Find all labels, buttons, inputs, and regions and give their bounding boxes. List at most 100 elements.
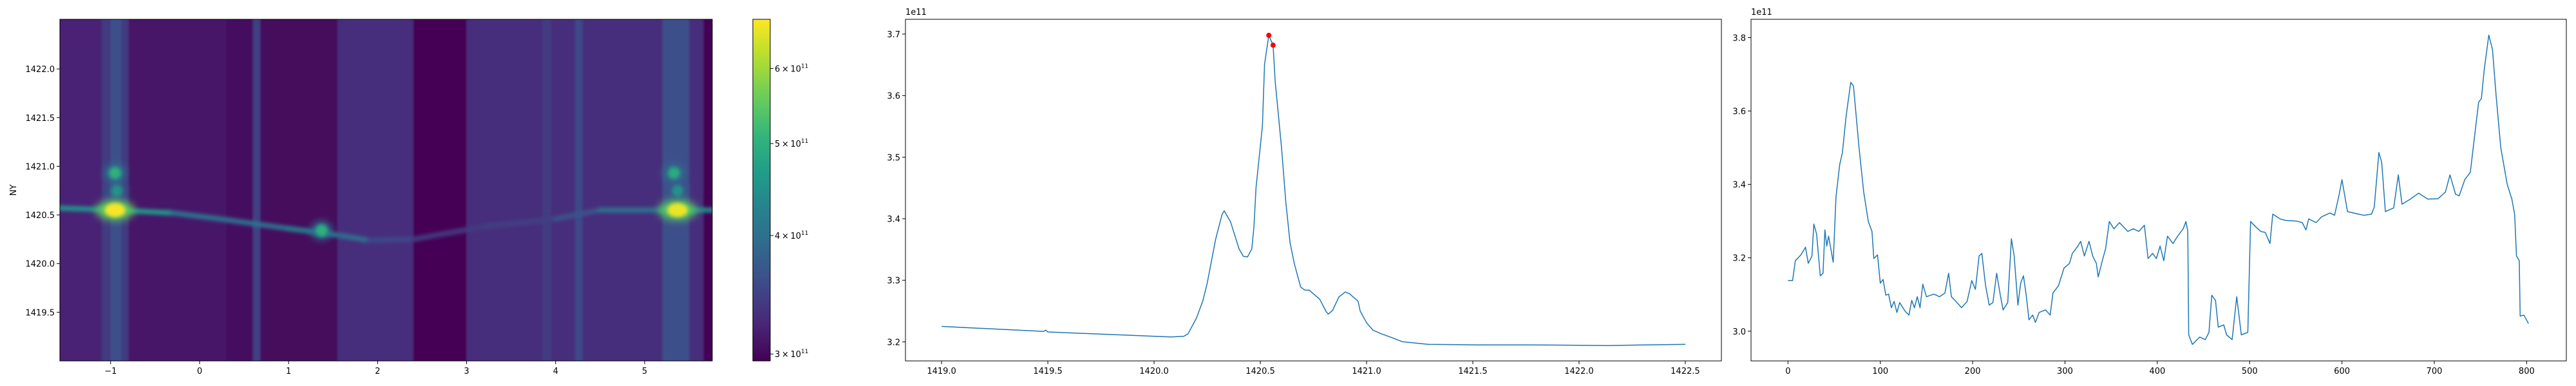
y-tick: 1420.0 (26, 260, 60, 270)
x-tick: 1422.0 (1564, 361, 1594, 376)
spectrum-plot-axes: 1419.0 1419.5 1420.0 1420.5 1421.0 1421.5 1422… (887, 8, 1722, 376)
x-tick-label: 1422.0 (1564, 367, 1594, 376)
x-tick: 0 (1785, 361, 1790, 376)
heatmap-peak (672, 185, 684, 197)
x-tick-label: 1420.5 (1245, 367, 1275, 376)
x-tick-label: 1419.5 (1033, 367, 1063, 376)
x-tick: 1421.0 (1352, 361, 1381, 376)
x-tick-label: 1422.5 (1671, 367, 1700, 376)
colorbar: 3 × 1011 4 × 1011 5 × 1011 6 × 1011 (752, 19, 808, 362)
y-tick-label: 3.4 (1732, 181, 1746, 190)
heatmap-frame (59, 19, 713, 362)
heatmap-peak (111, 185, 123, 197)
heatmap-ridge-segment (170, 210, 229, 223)
heatmap-axes: −1 0 1 2 3 4 5 1419.5 1420.0 1420.5 1421.0 1421.5 14… (9, 19, 713, 376)
heatmap-peak (668, 167, 680, 179)
x-tick-label: 0 (1785, 367, 1790, 376)
colorbar-tick: 5 × 1011 (770, 138, 808, 149)
colorbar-tick-label: 4 × 1011 (775, 230, 808, 241)
x-tick: 2 (375, 361, 381, 376)
heatmap-column-band (689, 19, 704, 361)
y-tick: 3.7 (887, 30, 905, 40)
y-tick: 3.2 (887, 338, 905, 347)
x-tick-label: 1420.0 (1139, 367, 1169, 376)
heatmap-peaks (95, 164, 697, 240)
x-tick: 800 (2519, 361, 2535, 376)
y-tick: 3.4 (887, 215, 905, 225)
heatmap-column-band (703, 19, 712, 361)
y-tick: 1421.5 (26, 114, 60, 124)
heatmap-ridge-segment (410, 224, 488, 242)
colorbar-tick-label: 5 × 1011 (775, 138, 808, 149)
x-tick-label: 700 (2427, 367, 2443, 376)
heatmap-column-band (252, 19, 260, 361)
heatmap-peak (316, 225, 328, 237)
colorbar-tick-label: 3 × 1011 (775, 349, 808, 360)
colorbar-tick: 6 × 1011 (770, 63, 808, 74)
x-tick-label: 1421.5 (1458, 367, 1488, 376)
heatmap-column-band (575, 19, 583, 361)
y-tick: 3.4 (1732, 181, 1751, 190)
heatmap-column-band (266, 19, 338, 361)
data-series-line (942, 35, 1685, 346)
x-tick: 3 (464, 361, 469, 376)
x-tick-label: −1 (104, 367, 117, 376)
heatmap-ridge-segment (553, 207, 603, 222)
x-tick-label: 800 (2519, 367, 2535, 376)
heatmap-ridge-segment (366, 236, 416, 243)
heatmap-column-band (128, 19, 227, 361)
heatmap-column-band (466, 19, 663, 361)
y-tick-label: 1422.0 (26, 65, 55, 75)
x-tick-label: 5 (642, 367, 647, 376)
y-tick-label: 3.6 (1732, 107, 1746, 117)
y-tick: 1419.5 (26, 308, 60, 318)
offset-label: 1e11 (1751, 8, 1772, 17)
offset-label: 1e11 (905, 8, 927, 17)
x-tick-label: 400 (2149, 367, 2165, 376)
x-tick-label: 100 (1872, 367, 1888, 376)
x-tick-label: 600 (2334, 367, 2350, 376)
x-tick: 1419.0 (927, 361, 956, 376)
y-tick: 3.6 (1732, 107, 1751, 117)
heatmap-column-bands (60, 19, 712, 361)
x-tick-label: 200 (1965, 367, 1981, 376)
y-tick-label: 3.3 (887, 277, 900, 286)
x-tick: 1 (286, 361, 291, 376)
x-tick: 1420.5 (1245, 361, 1275, 376)
x-tick-label: 4 (553, 367, 558, 376)
heatmap-ridge-segment (223, 217, 292, 232)
y-tick: 1420.5 (26, 211, 60, 221)
series-plot-axes: 0 100 200 300 400 500 600 700 800 3.0 3.2 3.4 3.6 3.8… (1732, 8, 2567, 376)
heatmap-column-band (413, 19, 467, 361)
x-tick: 400 (2149, 361, 2165, 376)
data-series-line (1788, 34, 2529, 345)
x-tick: −1 (104, 361, 117, 376)
x-tick-label: 2 (375, 367, 380, 376)
heatmap-ridge-segment (330, 232, 372, 243)
y-tick: 3.5 (887, 153, 905, 163)
x-tick-label: 500 (2242, 367, 2258, 376)
heatmap-column-band (60, 19, 102, 361)
plot-frame (905, 19, 1722, 362)
y-tick-label: 3.0 (1732, 327, 1746, 337)
y-tick-label: 3.4 (887, 215, 900, 225)
y-tick: 3.0 (1732, 327, 1751, 337)
y-tick-label: 3.8 (1732, 34, 1746, 44)
x-tick-label: 300 (2057, 367, 2073, 376)
x-tick-label: 1421.0 (1352, 367, 1381, 376)
heatmap-column-band (542, 19, 551, 361)
x-tick: 700 (2427, 361, 2443, 376)
y-tick-label: 1421.0 (26, 162, 55, 172)
heatmap-image (60, 19, 712, 361)
x-tick: 1420.0 (1139, 361, 1169, 376)
x-tick: 1421.5 (1458, 361, 1488, 376)
y-tick-label: 1421.5 (26, 114, 55, 124)
heatmap-column-band (337, 19, 413, 361)
y-tick-label: 3.5 (887, 153, 900, 163)
y-tick: 3.8 (1732, 34, 1751, 44)
x-tick: 600 (2334, 361, 2350, 376)
y-tick: 1422.0 (26, 65, 60, 75)
heatmap-ridge-segment (482, 216, 558, 230)
heatmap-peak (104, 203, 126, 217)
